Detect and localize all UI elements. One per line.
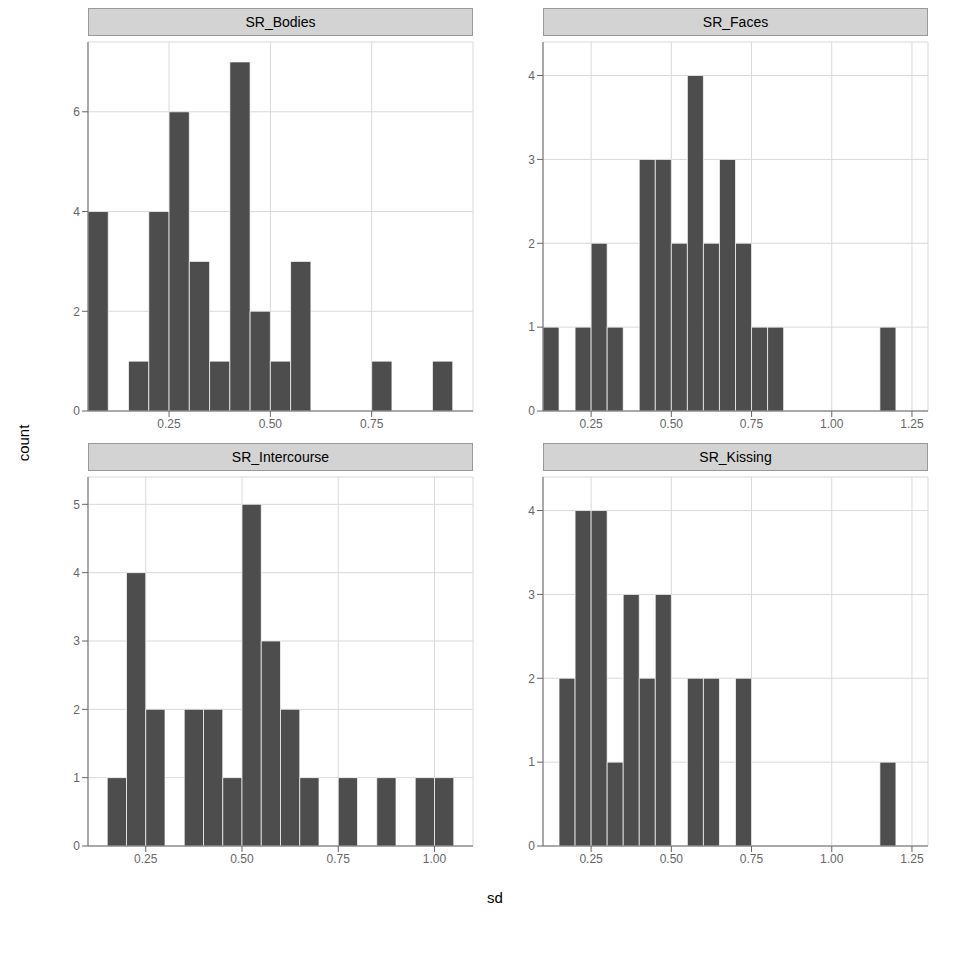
svg-text:4: 4 [528,69,535,83]
svg-text:5: 5 [73,498,80,512]
svg-text:0.25: 0.25 [579,417,603,431]
svg-text:0: 0 [528,839,535,853]
svg-text:0.50: 0.50 [660,852,684,866]
svg-text:4: 4 [73,205,80,219]
svg-text:1.00: 1.00 [820,852,844,866]
svg-text:1.25: 1.25 [900,852,924,866]
svg-text:2: 2 [528,672,535,686]
svg-text:4: 4 [528,504,535,518]
html-text:SR_Bodies: SR_Bodies [245,14,316,30]
html-text:SR_Faces: SR_Faces [702,14,769,30]
svg-text:1.00: 1.00 [820,417,844,431]
svg-text:3: 3 [528,588,535,602]
svg-text:0.50: 0.50 [230,852,254,866]
html-text:sd: sd [487,889,503,906]
svg-text:3: 3 [73,634,80,648]
svg-text:2: 2 [73,703,80,717]
html-text:SR_Intercourse: SR_Intercourse [231,449,330,465]
svg-text:1: 1 [528,320,535,334]
svg-text:2: 2 [528,237,535,251]
svg-text:0.75: 0.75 [360,417,384,431]
svg-text:0: 0 [73,404,80,418]
svg-text:0.25: 0.25 [157,417,181,431]
svg-text:1.25: 1.25 [900,417,924,431]
svg-text:0.25: 0.25 [134,852,158,866]
svg-text:1.00: 1.00 [423,852,447,866]
svg-text:0: 0 [528,404,535,418]
svg-text:3: 3 [528,153,535,167]
svg-text:0.25: 0.25 [579,852,603,866]
svg-text:1: 1 [528,755,535,769]
svg-text:0.50: 0.50 [660,417,684,431]
svg-text:4: 4 [73,566,80,580]
html-text:count: count [14,424,32,462]
svg-text:0.75: 0.75 [327,852,351,866]
svg-text:0.75: 0.75 [740,852,764,866]
svg-text:0.75: 0.75 [740,417,764,431]
svg-text:0.50: 0.50 [259,417,283,431]
html-text:SR_Kissing: SR_Kissing [699,449,772,465]
svg-text:0: 0 [73,839,80,853]
svg-text:6: 6 [73,105,80,119]
svg-text:2: 2 [73,305,80,319]
svg-text:1: 1 [73,771,80,785]
